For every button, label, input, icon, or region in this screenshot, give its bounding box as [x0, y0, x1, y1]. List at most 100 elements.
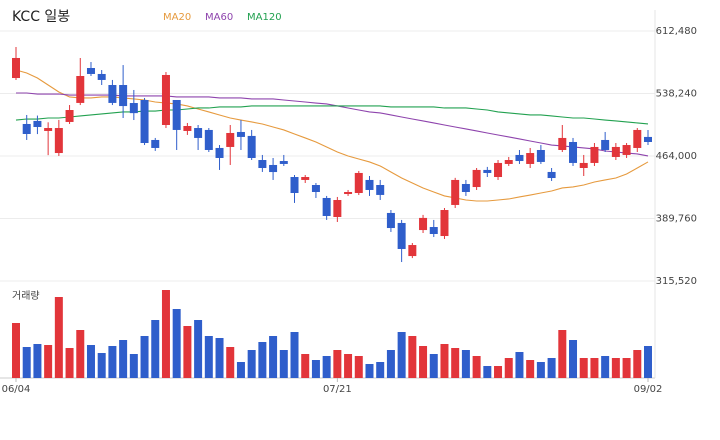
y-tick-label: 612,480 [656, 26, 697, 37]
volume-bar [65, 348, 74, 378]
candle-body [386, 212, 395, 229]
candle-body [65, 110, 74, 122]
volume-bar [601, 356, 610, 378]
candle-body [204, 129, 213, 150]
candle-body [258, 160, 267, 169]
candle-body [408, 245, 417, 257]
volume-bar [76, 330, 85, 378]
volume-bar [151, 320, 160, 378]
volume-bar [269, 336, 278, 378]
volume-bar [622, 358, 631, 378]
volume-bar [215, 338, 224, 378]
volume-bar [558, 330, 567, 378]
candle-body [354, 172, 363, 194]
volume-bar [44, 345, 53, 378]
volume-bar [429, 354, 438, 378]
candle-body [194, 128, 203, 138]
volume-bar [354, 356, 363, 378]
candle-body [301, 177, 310, 180]
x-tick-label: 09/02 [634, 384, 663, 395]
candle-body [440, 210, 449, 237]
candle-body [97, 73, 106, 80]
candle-body [236, 131, 245, 137]
volume-bar [536, 362, 545, 378]
volume-bar [344, 354, 353, 378]
candle-body [22, 123, 31, 134]
candle-body [311, 185, 320, 192]
candle-body [419, 217, 428, 231]
candle-body [344, 191, 353, 195]
candle-body [526, 153, 535, 164]
volume-bar [183, 326, 192, 378]
volume-bar [397, 332, 406, 378]
volume-bar [386, 350, 395, 378]
volume-bar [86, 345, 95, 378]
candle-body [376, 185, 385, 195]
volume-bar [247, 350, 256, 378]
candle-body [119, 85, 128, 107]
y-tick-label: 389,760 [656, 213, 697, 224]
candle-body [429, 227, 438, 234]
volume-bar [204, 336, 213, 378]
candle-body [397, 222, 406, 249]
volume-bar [472, 356, 481, 378]
candle-body [547, 171, 556, 179]
candle-body [322, 197, 331, 216]
legend-entry: MA120 [247, 12, 282, 23]
candle-body [483, 169, 492, 173]
volume-bar [579, 358, 588, 378]
volume-label: 거래량 [12, 290, 40, 302]
volume-bar [301, 354, 310, 378]
volume-bar [333, 350, 342, 378]
candle-body [44, 128, 53, 131]
candle-body [279, 161, 288, 164]
candle-body [215, 147, 224, 158]
candle-body [536, 149, 545, 162]
candle-body [12, 57, 20, 79]
x-tick-label: 06/04 [2, 384, 31, 395]
volume-bar [119, 340, 128, 378]
volume-bar [108, 346, 117, 378]
volume-bar [515, 352, 524, 378]
candle-body [472, 169, 481, 188]
candle-body [247, 135, 256, 158]
volume-bar [226, 347, 235, 378]
chart-title: KCC 일봉 [12, 9, 70, 25]
candle-body [494, 162, 503, 178]
y-tick-label: 538,240 [656, 88, 697, 99]
candle-body [611, 146, 620, 157]
volume-bar [365, 364, 374, 378]
candle-body [226, 132, 235, 147]
y-tick-label: 464,000 [656, 151, 697, 162]
candle-body [108, 85, 117, 103]
volume-bar [12, 323, 20, 378]
candle-body [515, 154, 524, 162]
volume-bar [54, 297, 63, 378]
candle-body [76, 75, 85, 103]
volume-bar [236, 362, 245, 378]
volume-bar [644, 346, 652, 378]
volume-bar [172, 309, 181, 378]
y-tick-label: 315,520 [656, 276, 697, 287]
candle-body [161, 74, 170, 125]
legend-entry: MA20 [163, 12, 191, 23]
volume-bar [129, 354, 138, 378]
volume-bar [22, 347, 31, 378]
candle-body [172, 99, 181, 130]
volume-bar [611, 358, 620, 378]
volume-bar [408, 336, 417, 378]
x-tick-label: 07/21 [323, 384, 352, 395]
candle-body [451, 179, 460, 205]
candle-body [590, 146, 599, 163]
candle-body [333, 199, 342, 217]
candle-body [461, 183, 470, 192]
legend-entry: MA60 [205, 12, 233, 23]
candle-body [54, 128, 63, 154]
volume-bar [97, 353, 106, 378]
volume-bar [451, 348, 460, 378]
candle-body [140, 99, 149, 144]
volume-bar [494, 366, 503, 378]
volume-bar [258, 342, 267, 378]
candle-body [129, 103, 138, 114]
